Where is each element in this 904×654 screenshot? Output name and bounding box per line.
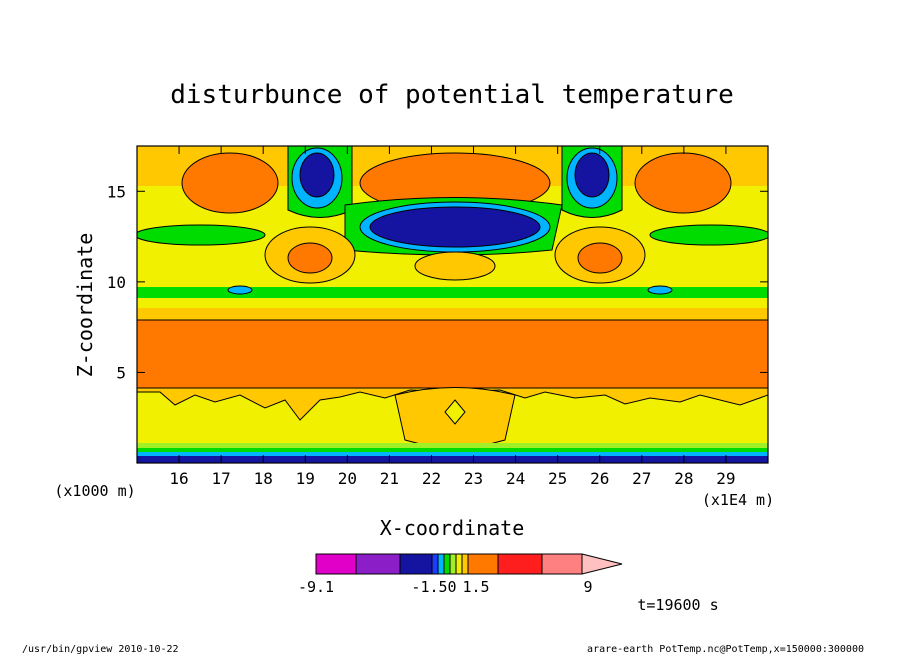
x-tick-label: 22 — [422, 469, 441, 488]
cold-cell-left — [299, 152, 335, 198]
lower-diamond — [444, 399, 466, 425]
colorbar-swatch — [437, 553, 445, 575]
y-axis-label: Z-coordinate — [73, 233, 97, 378]
x-axis-label: X-coordinate — [380, 516, 525, 540]
x-tick-label: 24 — [506, 469, 525, 488]
colorbar-swatch — [497, 553, 543, 575]
footer-right: arare-earth_PotTemp.nc@PotTemp,x=150000:… — [587, 644, 864, 654]
x-tick-label: 21 — [380, 469, 399, 488]
colorbar-swatch — [399, 553, 433, 575]
green-patch-left — [137, 224, 266, 246]
bottom-band-3 — [137, 452, 768, 456]
x-tick-label: 20 — [338, 469, 357, 488]
warm-stripe — [137, 308, 768, 320]
colorbar-swatch — [449, 553, 457, 575]
colorbar-swatch — [455, 553, 463, 575]
bottom-band-1 — [137, 443, 768, 448]
x-tick-label: 23 — [464, 469, 483, 488]
colorbar-swatch — [315, 553, 357, 575]
colorbar-swatch — [443, 553, 451, 575]
mid-hot-right — [577, 242, 623, 274]
chart-title: disturbunce of potential temperature — [170, 80, 734, 110]
bottom-band-2 — [137, 448, 768, 452]
warm-cell-left — [181, 152, 279, 214]
x-unit-left: (x1000 m) — [54, 482, 135, 500]
green-patch-right — [649, 224, 768, 246]
mid-hot-left — [287, 242, 333, 274]
time-label: t=19600 s — [637, 596, 718, 614]
yellow-stripe — [137, 298, 768, 308]
colorbar-label-min: -9.1 — [298, 578, 334, 596]
cyan-spot-left — [227, 285, 253, 295]
cyan-spot-right — [647, 285, 673, 295]
y-tick-label: 5 — [116, 363, 126, 382]
footer-left: /usr/bin/gpview 2010-10-22 — [22, 644, 179, 654]
x-tick-label: 18 — [254, 469, 273, 488]
mid-warm-center — [414, 251, 496, 281]
x-tick-label: 26 — [590, 469, 609, 488]
cold-cell-right — [574, 152, 610, 198]
colorbar-swatch — [461, 553, 469, 575]
warm-cell-right — [634, 152, 732, 214]
y-axis-ticks: 5 10 15 — [107, 182, 768, 382]
colorbar-arrow — [581, 553, 623, 575]
heatmap-field — [137, 146, 768, 463]
hot-band — [137, 319, 768, 389]
cold-cell-center — [369, 206, 541, 248]
colorbar-swatch — [431, 553, 439, 575]
colorbar-label-max: 9 — [583, 578, 592, 596]
plot-frame — [136, 145, 769, 464]
colorbar-swatch — [467, 553, 499, 575]
x-tick-label: 28 — [674, 469, 693, 488]
x-tick-label: 16 — [169, 469, 188, 488]
x-tick-label: 17 — [212, 469, 231, 488]
x-unit-right: (x1E4 m) — [702, 491, 774, 509]
colorbar-swatch — [355, 553, 401, 575]
colorbar-swatch — [541, 553, 583, 575]
colorbar-label-neg: -1.50 — [411, 578, 456, 596]
y-tick-label: 15 — [107, 182, 126, 201]
x-tick-label: 27 — [632, 469, 651, 488]
colorbar — [315, 553, 623, 575]
colorbar-label-pos: 1.5 — [462, 578, 489, 596]
y-tick-label: 10 — [107, 273, 126, 292]
bottom-band-4 — [137, 456, 768, 463]
x-tick-label: 25 — [548, 469, 567, 488]
x-axis-ticks: 16 17 18 19 20 21 22 23 24 25 26 27 28 29 — [169, 146, 736, 488]
x-tick-label: 19 — [296, 469, 315, 488]
x-tick-label: 29 — [716, 469, 735, 488]
